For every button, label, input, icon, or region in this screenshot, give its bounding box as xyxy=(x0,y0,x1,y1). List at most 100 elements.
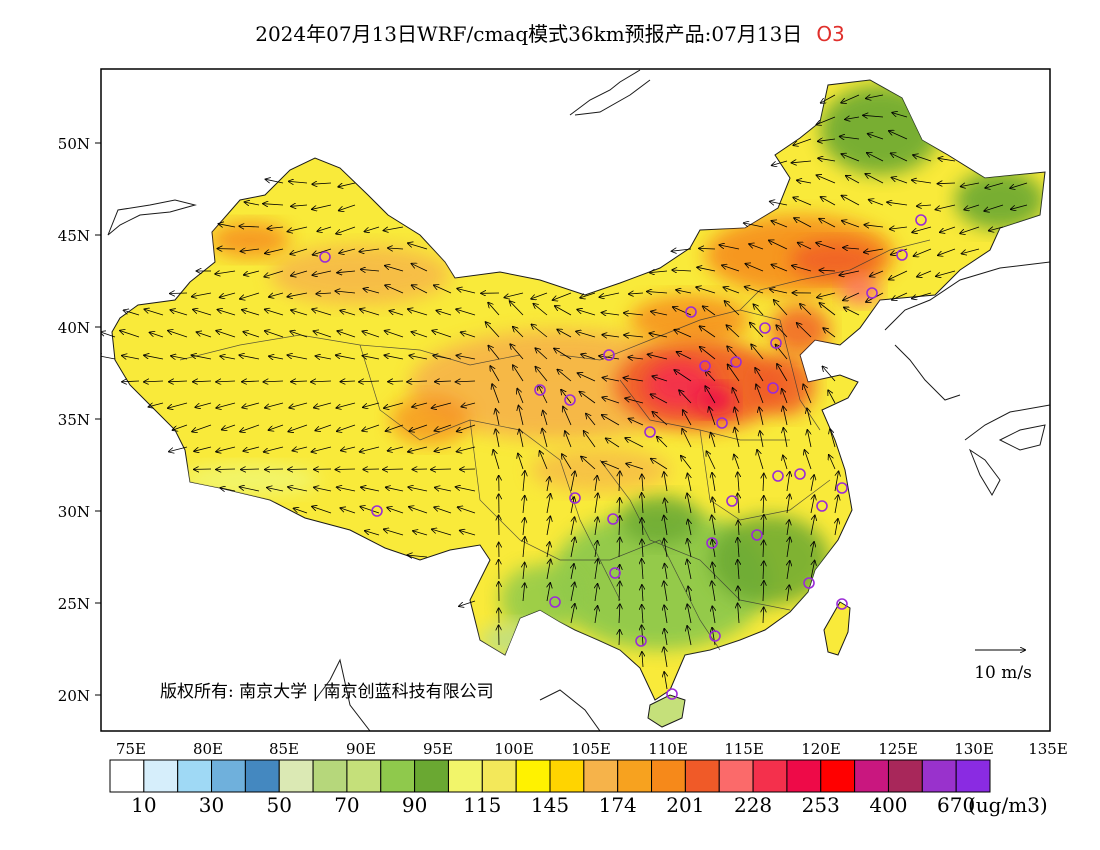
lat-tick-40: 40N xyxy=(58,319,90,337)
wind-arrow xyxy=(245,202,260,205)
wind-arrow xyxy=(363,331,380,338)
wind-arrow xyxy=(124,310,140,316)
wind-arrow xyxy=(216,402,236,408)
wind-arrow xyxy=(510,301,524,316)
lat-tick-25: 25N xyxy=(58,595,90,613)
wind-arrow xyxy=(458,507,476,514)
wind-arrow xyxy=(168,402,188,408)
wind-arrow xyxy=(513,365,524,382)
wind-arrow xyxy=(600,292,620,297)
lon-tick-135: 135E xyxy=(1028,740,1068,758)
wind-arrow xyxy=(432,402,452,408)
wind-arrow xyxy=(388,381,404,382)
lon-tick-110: 110E xyxy=(648,740,688,758)
wind-arrow xyxy=(313,270,332,275)
wind-arrow xyxy=(242,402,260,408)
wind-arrow xyxy=(962,248,980,254)
wind-arrow xyxy=(595,559,598,580)
wind-arrow xyxy=(763,496,764,514)
wind-arrow xyxy=(917,205,932,206)
wind-arrow xyxy=(811,475,814,492)
wind-arrow xyxy=(642,518,643,536)
wind-arrow xyxy=(650,333,668,338)
wind-arrow xyxy=(865,174,884,184)
wind-arrow xyxy=(664,539,667,558)
wind-arrow xyxy=(412,285,428,294)
wind-arrow xyxy=(733,388,740,404)
wind-arrow xyxy=(288,355,308,360)
wind-arrow xyxy=(677,352,692,360)
wind-arrow xyxy=(793,138,812,145)
wind-arrow xyxy=(629,293,644,294)
wind-arrow xyxy=(619,630,620,646)
wind-arrow xyxy=(810,516,815,536)
colorbar-swatch xyxy=(515,759,551,793)
wind-arrow xyxy=(215,271,236,274)
wind-arrow xyxy=(192,292,212,297)
station-marker-tianjin xyxy=(770,337,782,349)
station-marker-hohhot xyxy=(685,306,697,318)
colorbar-swatch xyxy=(346,759,382,793)
wind-arrow xyxy=(581,457,596,470)
wind-arrow xyxy=(431,469,452,470)
wind-arrow xyxy=(457,355,476,360)
colorbar-label: 174 xyxy=(599,793,637,817)
wind-arrow xyxy=(461,332,476,338)
wind-arrow xyxy=(619,582,620,602)
wind-arrow xyxy=(341,447,356,451)
wind-arrow xyxy=(787,585,789,602)
lon-tick-125: 125E xyxy=(878,740,918,758)
hainan-land xyxy=(647,694,686,728)
station-marker-guiyang xyxy=(609,567,621,579)
wind-arrow xyxy=(385,331,404,338)
wind-arrow xyxy=(793,198,812,206)
wind-arrow xyxy=(412,264,428,272)
colorbar-swatch xyxy=(414,759,449,793)
wind-arrow xyxy=(581,354,596,360)
station-marker-taiyuan xyxy=(699,360,711,372)
wind-arrow xyxy=(863,115,884,117)
wind-arrow xyxy=(193,381,212,382)
wind-arrow xyxy=(571,497,574,514)
colorbar-swatch xyxy=(651,759,686,793)
wind-arrow xyxy=(624,313,644,315)
wind-arrow xyxy=(776,325,788,338)
wind-arrow xyxy=(314,402,332,408)
wind-arrow xyxy=(193,310,212,316)
wind-arrow xyxy=(340,311,356,316)
colorbar-label: 253 xyxy=(802,793,840,817)
wind-arrow xyxy=(738,521,739,536)
wind-arrow xyxy=(523,471,525,492)
station-marker-hangzhou xyxy=(816,500,828,512)
wind-arrow xyxy=(265,331,284,338)
wind-arrow xyxy=(835,519,838,536)
wind-arrow xyxy=(523,537,525,558)
wind-arrow xyxy=(565,431,572,448)
wind-arrow xyxy=(240,424,260,432)
wind-arrow xyxy=(664,629,667,646)
wind-arrow xyxy=(563,407,572,426)
wind-arrow xyxy=(386,424,404,431)
wind-arrow xyxy=(263,204,284,205)
wind-arrow xyxy=(288,226,308,232)
wind-arrow xyxy=(239,226,260,227)
wind-arrow xyxy=(150,333,164,338)
wind-arrow xyxy=(984,204,1004,211)
wind-arrow xyxy=(619,498,620,514)
wind-arrow xyxy=(755,368,764,382)
wind-arrow xyxy=(536,367,548,382)
colorbar-swatch xyxy=(143,759,179,793)
lon-tick-85: 85E xyxy=(269,740,299,758)
wind-arrow xyxy=(749,244,764,250)
wind-arrow xyxy=(145,309,164,316)
wind-arrow xyxy=(917,270,932,277)
wind-arrow xyxy=(772,160,788,165)
wind-arrow xyxy=(664,581,667,602)
wind-arrow xyxy=(290,248,308,254)
wind-arrow xyxy=(239,355,260,360)
wind-arrow xyxy=(816,243,836,250)
wind-arrow xyxy=(384,355,404,360)
wind-arrow xyxy=(763,541,764,558)
wind-arrow xyxy=(409,424,428,431)
wind-arrow xyxy=(821,197,836,206)
